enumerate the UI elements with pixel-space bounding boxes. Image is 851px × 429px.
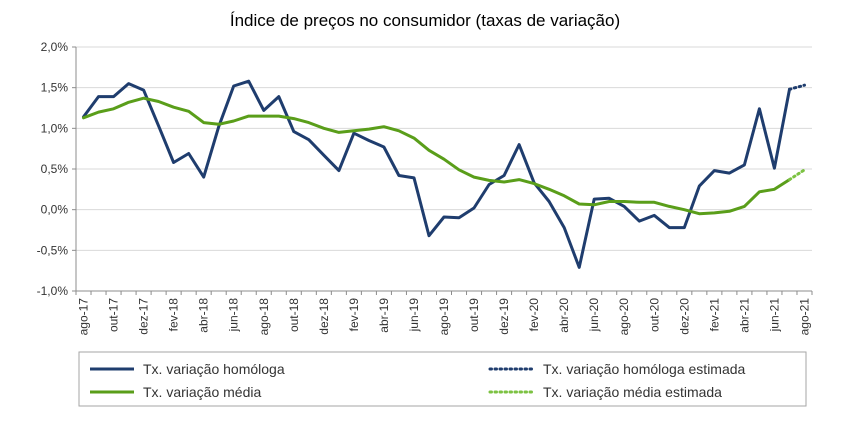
x-tick-label: out-18 [287,298,301,332]
legend-box [78,351,807,407]
series-line-2 [82,96,791,216]
gridlines [76,46,812,292]
y-tick-label: -1,0% [37,284,69,298]
x-tick-label: out-19 [467,298,481,332]
series-line-0 [82,79,791,269]
series-line-1 [788,83,806,91]
y-tick-label: 1,0% [41,121,69,135]
x-tick-label: fev-18 [167,298,181,332]
x-tick-label: jun-20 [587,298,601,333]
x-tick-label: abr-19 [377,298,391,333]
x-tick-label: dez-18 [317,298,331,335]
y-tick-label: 0,5% [41,162,69,176]
legend-label-homologa-estimada: Tx. variação homóloga estimada [543,361,746,377]
y-tick-label: 0,0% [41,203,69,217]
legend-label-media-estimada: Tx. variação média estimada [543,384,722,400]
series-line-3 [788,168,806,182]
legend-label-homologa: Tx. variação homóloga [143,361,285,377]
x-tick-label: ago-19 [437,298,451,336]
y-tick-label: 1,5% [41,81,69,95]
x-tick-label: fev-21 [707,298,721,332]
x-tick-label: out-20 [647,298,661,332]
x-tick-label: abr-20 [557,298,571,333]
x-tick-label: ago-21 [797,298,811,336]
chart-title: Índice de preços no consumidor (taxas de… [230,11,620,30]
y-axis-ticks: 2,0% 1,5% 1,0% 0,5% 0,0% -0,5% -1,0% [37,40,76,298]
legend-label-media: Tx. variação média [143,384,261,400]
x-tick-label: jun-18 [227,298,241,333]
x-tick-label: jun-21 [767,298,781,333]
y-tick-label: 2,0% [41,40,69,54]
x-tick-label: dez-20 [677,298,691,335]
x-tick-label: ago-17 [77,298,91,336]
x-axis-ticks: ago-17 out-17 dez-17 fev-18 abr-18 jun-18 ago-… [75,291,813,336]
x-tick-label: fev-20 [527,298,541,332]
x-tick-label: abr-21 [737,298,751,333]
axes [75,47,812,292]
x-tick-label: fev-19 [347,298,361,332]
legend: Tx. variação homóloga Tx. variação homól… [78,351,807,407]
series-lines [82,79,806,269]
x-tick-label: abr-18 [197,298,211,333]
y-tick-label: -0,5% [37,243,69,257]
x-tick-label: jun-19 [407,298,421,333]
x-tick-label: ago-18 [257,298,271,336]
x-tick-label: dez-17 [137,298,151,335]
x-tick-label: dez-19 [497,298,511,335]
x-tick-label: ago-20 [617,298,631,336]
x-tick-label: out-17 [107,298,121,332]
